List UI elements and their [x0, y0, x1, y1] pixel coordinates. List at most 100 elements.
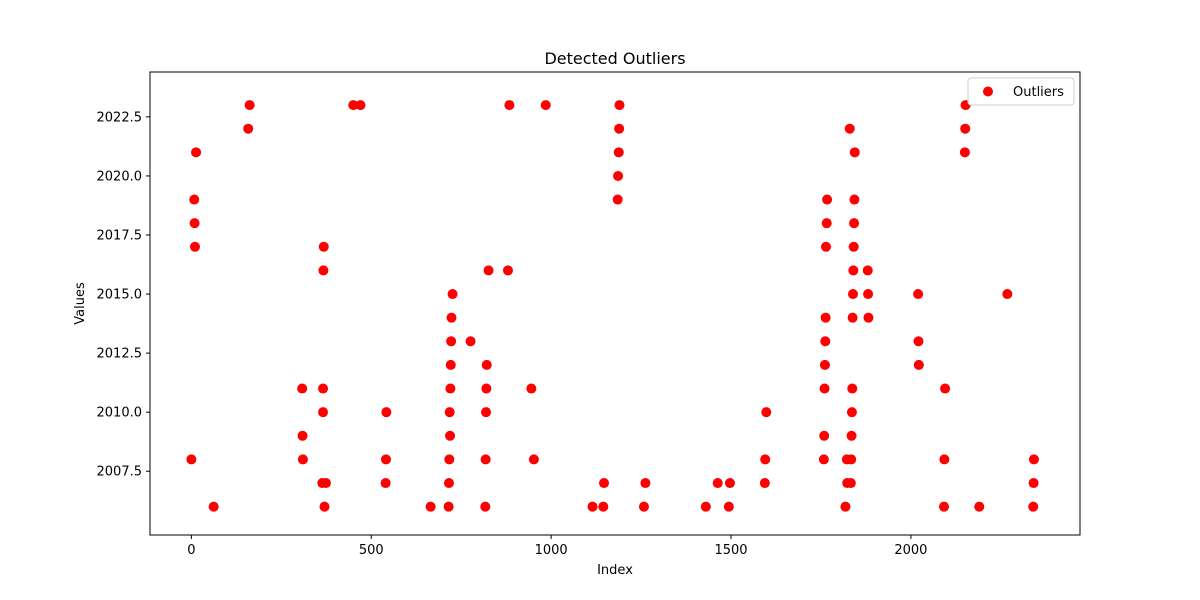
outlier-point — [821, 241, 832, 252]
outlier-point — [243, 123, 254, 134]
outlier-point — [208, 501, 219, 512]
outlier-point — [480, 454, 491, 465]
legend-label: Outliers — [1013, 85, 1064, 100]
outlier-point — [320, 478, 331, 489]
outlier-point — [820, 312, 831, 323]
outlier-point — [1028, 454, 1039, 465]
outlier-point — [348, 100, 359, 111]
outlier-point — [863, 312, 874, 323]
outlier-point — [483, 265, 494, 276]
outlier-point — [447, 289, 458, 300]
x-tick-label: 1500 — [714, 543, 747, 558]
plot-frame — [149, 71, 1081, 536]
y-tick-label: 2010.0 — [97, 406, 143, 421]
outlier-point — [960, 123, 971, 134]
outlier-point — [847, 312, 858, 323]
outlier-point — [862, 265, 873, 276]
outlier-point — [443, 501, 454, 512]
outlier-point — [612, 194, 623, 205]
outlier-point — [446, 336, 457, 347]
outlier-point — [540, 100, 551, 111]
outlier-point — [480, 501, 491, 512]
outlier-point — [189, 241, 200, 252]
outlier-point — [760, 454, 771, 465]
outlier-point — [819, 359, 830, 370]
outlier-point — [444, 454, 455, 465]
outlier-point — [959, 147, 970, 158]
x-tick-label: 2000 — [894, 543, 927, 558]
outlier-point — [818, 454, 829, 465]
outlier-point — [846, 430, 857, 441]
outlier-point — [445, 383, 456, 394]
outlier-point — [297, 454, 308, 465]
outlier-point — [443, 478, 454, 489]
outlier-point — [939, 454, 950, 465]
outlier-point — [913, 359, 924, 370]
outlier-point — [297, 430, 308, 441]
x-axis: 0 500 1000 1500 2000 — [187, 535, 927, 558]
outlier-point — [840, 501, 851, 512]
y-tick-label: 2007.5 — [97, 465, 143, 480]
outlier-point — [822, 194, 833, 205]
outlier-point — [847, 289, 858, 300]
outlier-point — [189, 194, 200, 205]
points-layer — [186, 100, 1039, 512]
x-tick-label: 1000 — [535, 543, 568, 558]
outlier-point — [502, 265, 513, 276]
outlier-point — [845, 478, 856, 489]
outlier-point — [1028, 478, 1039, 489]
y-tick-label: 2015.0 — [97, 288, 143, 303]
outlier-point — [380, 478, 391, 489]
outlier-point — [819, 430, 830, 441]
outlier-point — [844, 123, 855, 134]
outlier-point — [244, 100, 255, 111]
outlier-point — [913, 336, 924, 347]
outlier-point — [759, 478, 770, 489]
outlier-point — [638, 501, 649, 512]
y-tick-label: 2017.5 — [97, 228, 143, 243]
outlier-point — [700, 501, 711, 512]
y-tick-label: 2012.5 — [97, 347, 143, 362]
y-axis-label: Values — [73, 282, 88, 325]
outlier-point — [481, 359, 492, 370]
outlier-point — [425, 501, 436, 512]
outlier-point — [640, 478, 651, 489]
y-tick-label: 2022.5 — [97, 110, 143, 125]
outlier-point — [974, 501, 985, 512]
outlier-point — [587, 501, 598, 512]
outlier-point — [849, 194, 860, 205]
outlier-point — [446, 312, 457, 323]
outlier-point — [445, 430, 456, 441]
legend: Outliers — [967, 77, 1075, 106]
outlier-point — [712, 478, 723, 489]
outlier-point — [526, 383, 537, 394]
outlier-point — [819, 383, 830, 394]
outlier-point — [481, 407, 492, 418]
outlier-point — [613, 170, 624, 181]
outlier-point — [1028, 501, 1039, 512]
outlier-point — [381, 454, 392, 465]
outlier-point — [444, 407, 455, 418]
outlier-point — [724, 478, 735, 489]
outlier-point — [761, 407, 772, 418]
outlier-point — [318, 407, 329, 418]
outlier-point — [849, 147, 860, 158]
outlier-point — [445, 359, 456, 370]
y-tick-label: 2020.0 — [97, 169, 143, 184]
outlier-point — [598, 501, 609, 512]
outlier-point — [939, 501, 950, 512]
outlier-point — [191, 147, 202, 158]
outlier-point — [465, 336, 476, 347]
outlier-point — [848, 241, 859, 252]
outlier-point — [504, 100, 515, 111]
legend-box — [967, 77, 1075, 106]
outlier-point — [599, 478, 610, 489]
outlier-point — [849, 218, 860, 229]
outlier-point — [848, 265, 859, 276]
outlier-point — [614, 100, 625, 111]
outlier-point — [613, 147, 624, 158]
outlier-point — [846, 407, 857, 418]
legend-marker — [983, 86, 993, 97]
outlier-point — [319, 501, 330, 512]
